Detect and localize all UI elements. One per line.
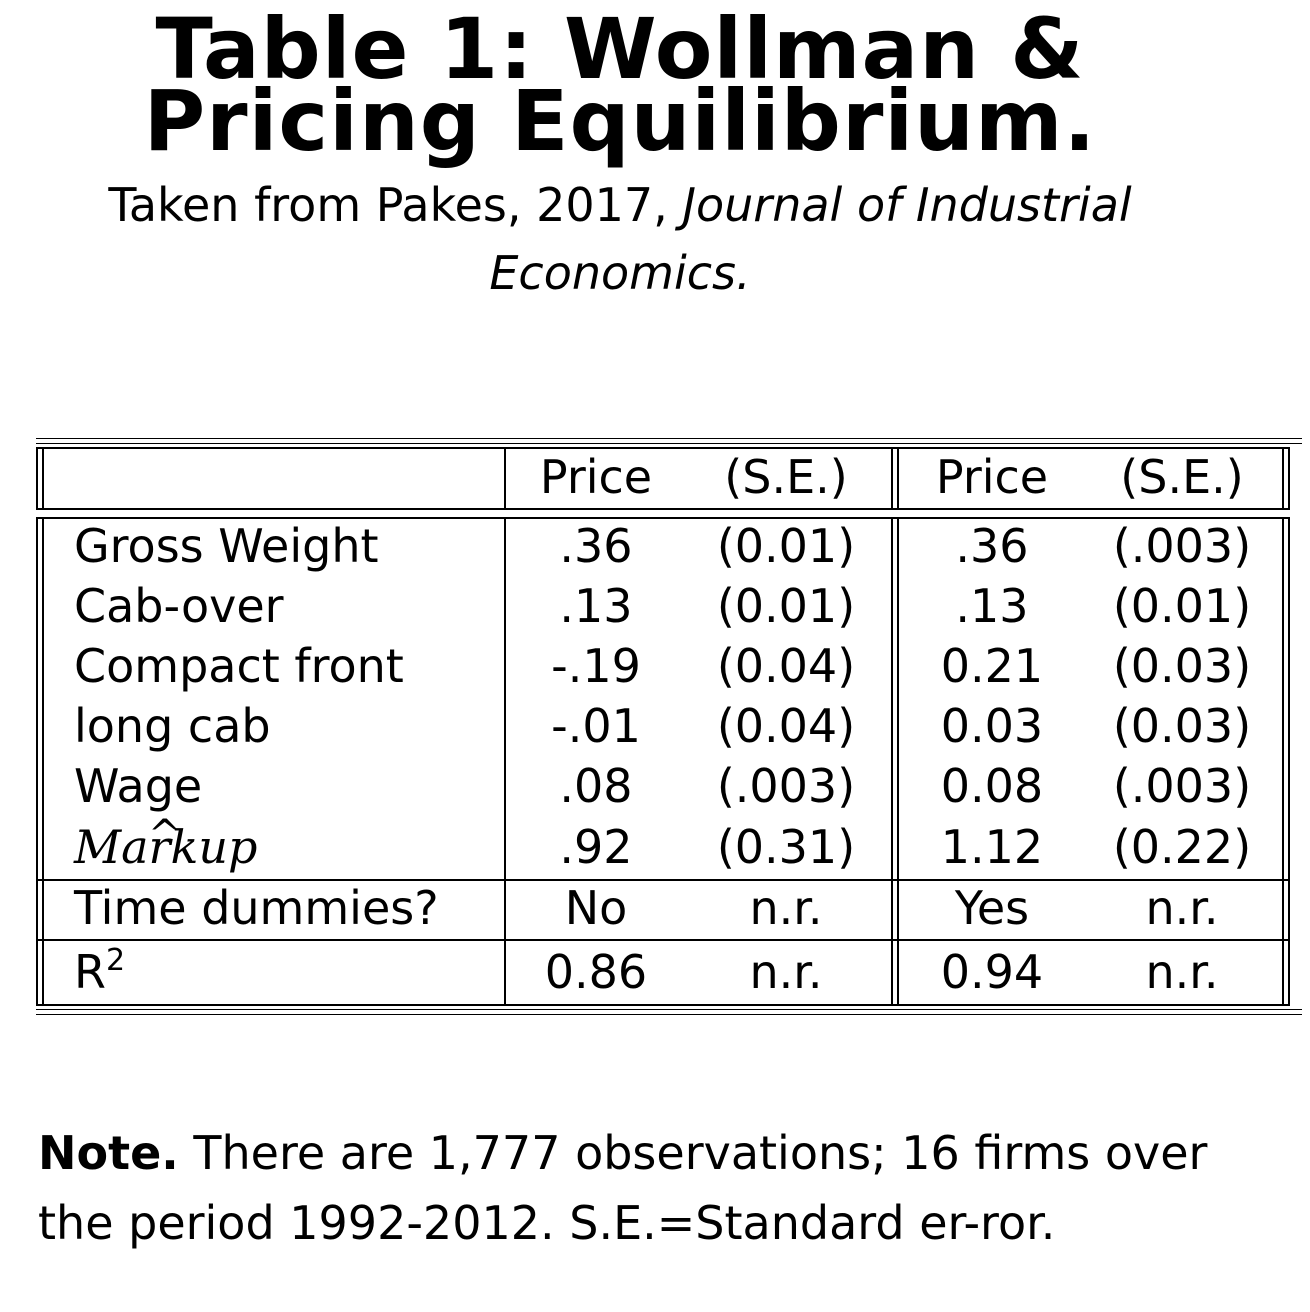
table-cell: (0.04) <box>716 639 856 693</box>
table-cell: (0.03) <box>1112 639 1252 693</box>
table-cell: No <box>564 881 628 935</box>
header-price-1: Price <box>539 450 653 504</box>
table-cell: .92 <box>559 820 633 874</box>
header-se-1: (S.E.) <box>724 450 848 504</box>
markup-symbol: Markup ^ <box>74 812 257 874</box>
table-cell: n.r. <box>749 945 823 999</box>
subtitle-line-2: Economics. <box>489 246 751 300</box>
header-top-line <box>36 447 1290 449</box>
table-cell: .13 <box>559 579 633 633</box>
vline <box>1288 517 1290 1006</box>
vline <box>36 447 38 510</box>
table-cell: .36 <box>955 519 1029 573</box>
table-cell: n.r. <box>1145 945 1219 999</box>
table-cell: .36 <box>559 519 633 573</box>
header-price-2: Price <box>935 450 1049 504</box>
vline <box>504 447 506 510</box>
subtitle-line-1: Taken from Pakes, 2017, Journal of Indus… <box>0 172 1240 238</box>
table-cell: (0.01) <box>716 519 856 573</box>
vline <box>1282 517 1284 1006</box>
table-cell: (0.03) <box>1112 699 1252 753</box>
page-title-line-2: Pricing Equilibrium. <box>143 72 1097 170</box>
table-cell: 0.94 <box>940 945 1044 999</box>
table-cell: n.r. <box>749 881 823 935</box>
body-row-sep-1 <box>36 879 1290 881</box>
table-cell: .08 <box>559 759 633 813</box>
table-bottom-rule-2 <box>36 1014 1302 1015</box>
table-cell: 0.08 <box>940 759 1044 813</box>
vline <box>1288 447 1290 510</box>
table-cell: (0.22) <box>1112 820 1252 874</box>
superscript: 2 <box>105 943 126 978</box>
table-cell: (.003) <box>1112 759 1252 813</box>
vline <box>897 447 899 510</box>
vline <box>504 517 506 1006</box>
note-text: There are 1,777 observations; 16 firms o… <box>38 1126 1208 1250</box>
table-cell: (0.04) <box>716 699 856 753</box>
table-bottom-rule <box>36 1009 1302 1010</box>
table-top-rule <box>36 438 1302 439</box>
row-label-markup: Markup ^ <box>74 812 257 876</box>
table-cell: (0.01) <box>1112 579 1252 633</box>
table-cell: 0.03 <box>940 699 1044 753</box>
vline <box>897 517 899 1006</box>
results-table: Price (S.E.) Price (S.E.) Gross Weight .… <box>36 438 1302 1015</box>
subtitle-source: Taken from Pakes, 2017, <box>108 178 683 232</box>
table-cell: (.003) <box>716 759 856 813</box>
row-label-long-cab: long cab <box>74 699 271 753</box>
page-title-line-1: Table 1: Wollman & <box>155 0 1085 98</box>
table-note: Note. There are 1,777 observations; 16 f… <box>38 1118 1238 1258</box>
body-bottom-line <box>36 1004 1290 1006</box>
hat-accent: ^ <box>148 812 182 858</box>
header-bottom-line <box>36 508 1290 510</box>
vline <box>36 517 38 1006</box>
note-label: Note. <box>38 1126 179 1180</box>
table-cell: (0.31) <box>716 820 856 874</box>
header-se-2: (S.E.) <box>1120 450 1244 504</box>
table-cell: (0.01) <box>716 579 856 633</box>
vline <box>42 447 44 510</box>
table-cell: 0.21 <box>940 639 1044 693</box>
table-cell: 1.12 <box>940 820 1044 874</box>
vline <box>42 517 44 1006</box>
body-row-sep-2 <box>36 939 1290 941</box>
row-label-r-squared: R2 <box>74 943 126 999</box>
body-top-line <box>36 517 1290 519</box>
row-label-time-dummies: Time dummies? <box>74 881 439 935</box>
table-cell: Yes <box>954 881 1030 935</box>
table-cell: n.r. <box>1145 881 1219 935</box>
vline <box>1282 447 1284 510</box>
row-label-compact-front: Compact front <box>74 639 404 693</box>
table-cell: -.19 <box>551 639 641 693</box>
row-label-wage: Wage <box>74 759 203 813</box>
table-cell: -.01 <box>551 699 641 753</box>
row-label-cab-over: Cab-over <box>74 579 284 633</box>
vline <box>891 517 893 1006</box>
table-cell: 0.86 <box>544 945 648 999</box>
subtitle-journal: Journal of Industrial <box>682 178 1132 232</box>
table-top-rule-2 <box>36 443 1302 444</box>
row-label-gross-weight: Gross Weight <box>74 519 379 573</box>
table-cell: (.003) <box>1112 519 1252 573</box>
vline <box>891 447 893 510</box>
table-cell: .13 <box>955 579 1029 633</box>
